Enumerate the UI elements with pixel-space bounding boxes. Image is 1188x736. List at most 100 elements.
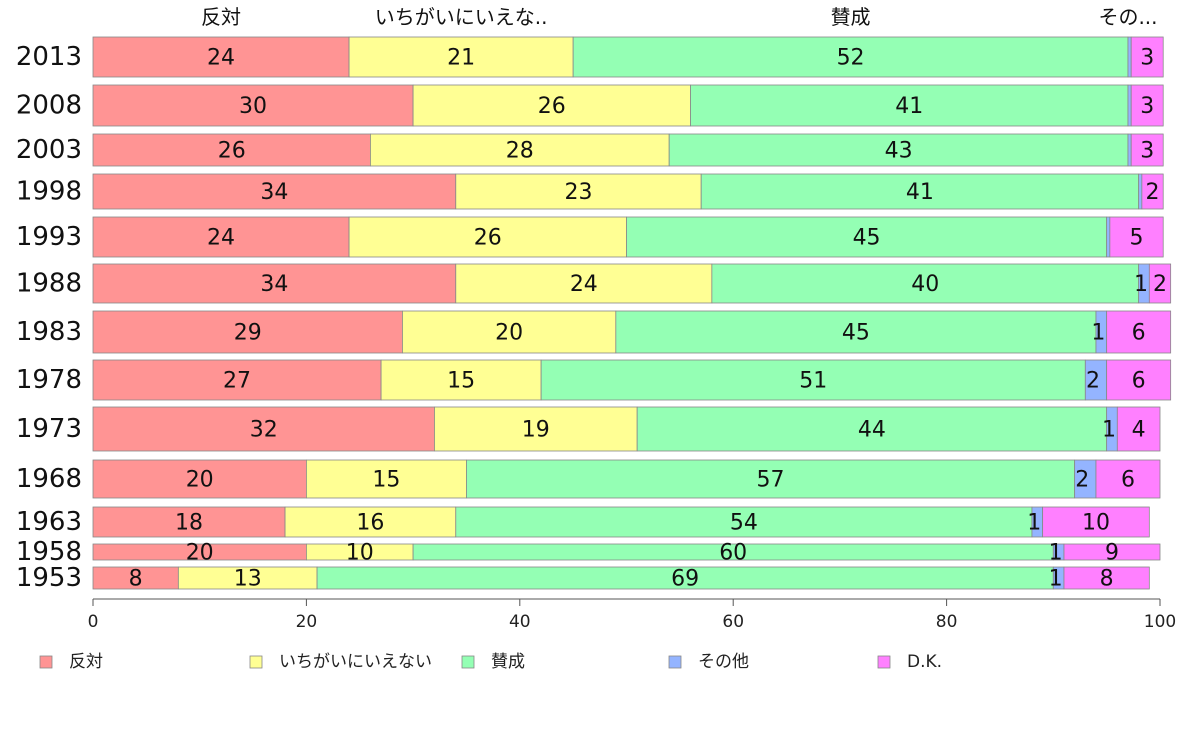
value-label: 20: [186, 541, 214, 566]
bar-segment: [1148, 263, 1172, 304]
bar-segment: [455, 263, 713, 304]
value-label: 45: [853, 226, 881, 251]
bar-segment: [1063, 566, 1150, 590]
value-label: 10: [1082, 511, 1110, 536]
bar-segment: [636, 406, 1108, 452]
legend-label: 反対: [69, 652, 103, 672]
top-category-label: 反対: [201, 5, 241, 29]
x-tick-label: 0: [88, 612, 99, 632]
value-label: 34: [260, 180, 288, 205]
year-label: 1958: [16, 537, 82, 567]
year-label: 1993: [16, 222, 82, 252]
value-label: 32: [250, 418, 278, 443]
bar-segment: [1127, 133, 1132, 167]
value-label: 1: [1027, 511, 1041, 536]
bar-segment: [92, 84, 414, 127]
value-label: 16: [356, 511, 384, 536]
value-label: 24: [570, 272, 598, 297]
value-label: 13: [234, 567, 262, 592]
value-label: 1: [1091, 321, 1105, 346]
bar-segment: [1130, 84, 1164, 127]
bar-segment: [92, 36, 350, 78]
value-label: 41: [906, 180, 934, 205]
legend-swatch: [249, 655, 263, 669]
top-category-label: いちがいにいえな..: [375, 5, 548, 29]
bar-segment: [711, 263, 1140, 304]
year-label: 1978: [16, 365, 82, 395]
legend: 反対 いちがいにいえない 賛成 その他 D.K.: [39, 652, 942, 672]
year-label: 1953: [16, 563, 82, 593]
bar-segment: [92, 310, 403, 354]
bar-segment: [380, 359, 542, 401]
bar-segment: [1141, 173, 1164, 210]
legend-label: その他: [698, 652, 749, 672]
value-label: 27: [223, 369, 251, 394]
value-label: 43: [885, 139, 913, 164]
bar-segment: [434, 406, 638, 452]
bar-segment: [412, 84, 691, 127]
bar-segment: [1116, 406, 1161, 452]
bar-segment: [92, 133, 371, 167]
bar-segment: [690, 84, 1129, 127]
value-label: 41: [895, 94, 923, 119]
value-label: 40: [911, 272, 939, 297]
value-label: 24: [207, 226, 235, 251]
value-label: 51: [799, 369, 827, 394]
value-label: 2: [1153, 272, 1167, 297]
value-label: 15: [372, 468, 400, 493]
value-label: 45: [842, 321, 870, 346]
value-label: 5: [1130, 226, 1144, 251]
bar-segment: [284, 506, 457, 538]
bar-segment: [92, 459, 307, 499]
bar-segment: [348, 36, 574, 78]
bar-segment: [402, 310, 617, 354]
year-label: 1968: [16, 464, 82, 494]
value-label: 26: [538, 94, 566, 119]
value-label: 2: [1075, 468, 1089, 493]
value-label: 4: [1132, 418, 1146, 443]
value-label: 60: [719, 541, 747, 566]
bar-segment: [348, 216, 627, 258]
bar-segment: [1106, 310, 1172, 354]
value-label: 24: [207, 46, 235, 71]
bar-segment: [370, 133, 670, 167]
legend-swatch: [461, 655, 475, 669]
bar-segment: [615, 310, 1097, 354]
value-label: 69: [671, 567, 699, 592]
legend-swatch: [39, 655, 53, 669]
year-label: 2003: [16, 135, 82, 165]
bar-segment: [572, 36, 1129, 78]
value-label: 20: [186, 468, 214, 493]
value-label: 3: [1140, 94, 1154, 119]
year-label: 1973: [16, 414, 82, 444]
value-label: 19: [522, 418, 550, 443]
bar-segment: [92, 263, 457, 304]
value-label: 54: [730, 511, 758, 536]
value-label: 9: [1105, 541, 1119, 566]
legend-swatch: [877, 655, 891, 669]
bar-segment: [92, 359, 382, 401]
bar-segment: [455, 173, 702, 210]
bar-segment: [455, 506, 1033, 538]
year-label: 1998: [16, 177, 82, 207]
bar-segment: [1127, 36, 1132, 78]
bar-segment: [1130, 36, 1164, 78]
x-tick-label: 100: [1144, 612, 1176, 632]
legend-swatch: [668, 655, 682, 669]
value-label: 57: [757, 468, 785, 493]
legend-label: 賛成: [491, 652, 525, 672]
year-label: 2008: [16, 91, 82, 121]
year-label: 1963: [16, 507, 82, 537]
value-label: 34: [260, 272, 288, 297]
bar-segment: [1127, 84, 1132, 127]
year-label: 2013: [16, 42, 82, 72]
value-label: 8: [1100, 567, 1114, 592]
bar-segment: [1138, 173, 1143, 210]
year-label: 1983: [16, 317, 82, 347]
top-category-label: その...: [1098, 5, 1157, 29]
value-label: 52: [837, 46, 865, 71]
value-label: 44: [858, 418, 886, 443]
